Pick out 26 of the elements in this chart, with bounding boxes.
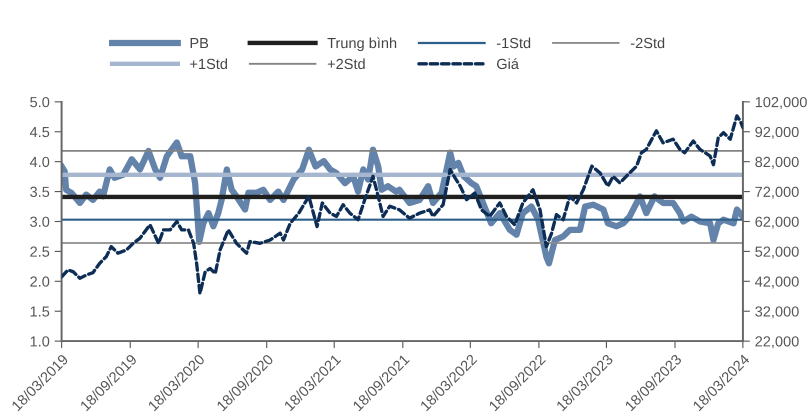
y2-tick-label: 92,000: [755, 126, 799, 139]
y2-tick-label: 62,000: [755, 216, 799, 229]
y-tick-label: 2.5: [30, 246, 50, 257]
y-tick-label: 4.5: [30, 127, 50, 138]
y-tick-label: 1.5: [30, 306, 50, 317]
y-tick-label: 3.0: [30, 216, 50, 227]
y2-tick-label: 72,000: [755, 186, 799, 199]
legend-label: PB: [190, 38, 208, 48]
legend-label: -1Std: [496, 37, 530, 48]
y2-tick-label: 32,000: [755, 306, 799, 318]
y-tick-label: 5.0: [30, 96, 50, 108]
legend-label: Trung bình: [327, 37, 396, 52]
y-tick-label: 3.5: [30, 186, 50, 198]
y2-tick-label: 42,000: [755, 276, 799, 288]
y2-tick-label: 82,000: [755, 156, 799, 169]
legend-label: Giá: [496, 58, 519, 70]
y-tick-label: 4.0: [30, 156, 50, 168]
legend-label: +2Std: [328, 58, 365, 70]
legend-label: -2Std: [630, 37, 664, 48]
y2-tick-label: 22,000: [755, 336, 799, 348]
y2-tick-label: 52,000: [755, 246, 799, 259]
y2-tick-label: 102,000: [756, 96, 807, 109]
legend-label: +1Std: [190, 58, 228, 70]
y-tick-label: 1.0: [30, 336, 50, 347]
y-tick-label: 2.0: [30, 276, 50, 287]
line-series: [62, 114, 743, 296]
